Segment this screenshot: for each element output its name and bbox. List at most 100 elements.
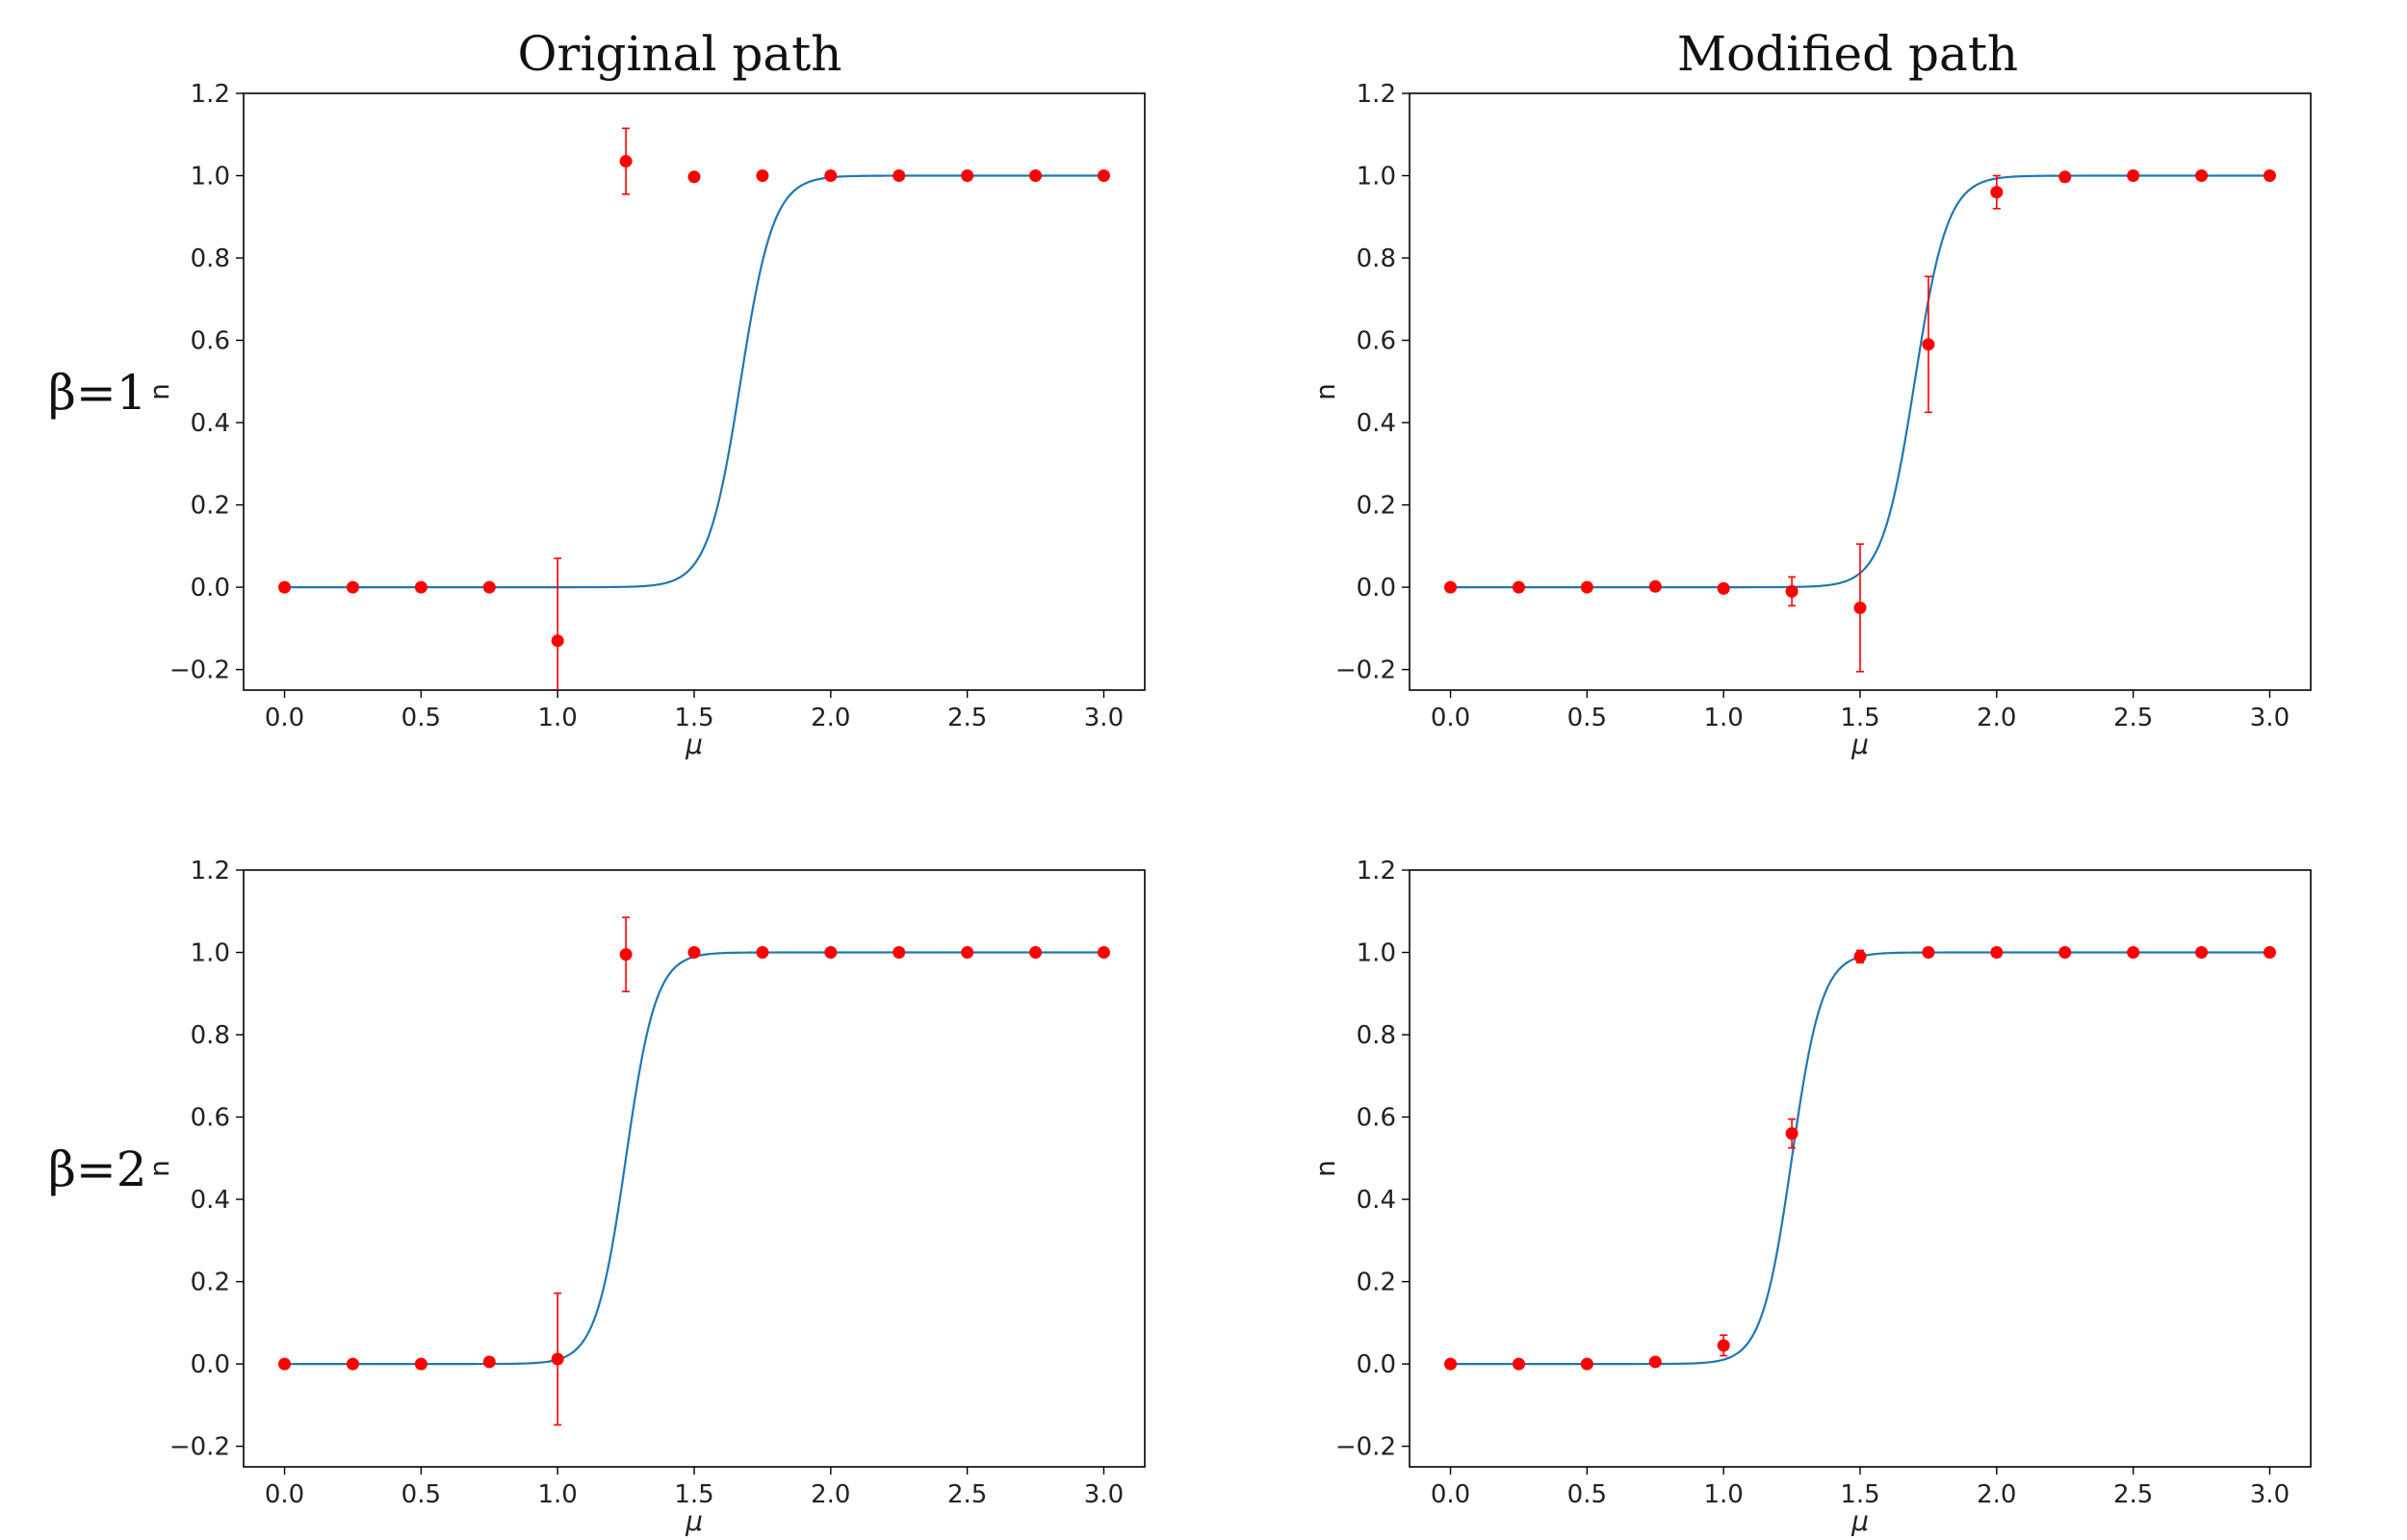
x-tick-label: 2.0 bbox=[811, 704, 850, 732]
data-point bbox=[346, 580, 359, 594]
data-point bbox=[2058, 170, 2072, 184]
data-point bbox=[893, 946, 906, 960]
panel-top-left: 0.0 0.5 1.0 1.5 2.0 2.5 3.0 −0.2 0.0 0.2 0.4 0.6 0.8… bbox=[143, 80, 1146, 760]
panel-bottom-right: 0.0 0.5 1.0 1.5 2.0 2.5 3.0 −0.2 0.0 0.2 0.4 0.6 0.8… bbox=[1309, 857, 2312, 1537]
data-point bbox=[1648, 1355, 1662, 1369]
x-tick-label: 2.0 bbox=[1977, 1480, 2016, 1509]
data-point bbox=[756, 946, 769, 960]
x-tick-label: 1.0 bbox=[1704, 1480, 1744, 1509]
x-axis-label: μ bbox=[1851, 1505, 1869, 1537]
x-tick-label: 2.5 bbox=[2113, 704, 2153, 732]
x-tick-label: 1.0 bbox=[538, 704, 578, 732]
y-tick-label: 0.4 bbox=[191, 1186, 230, 1215]
y-axis-label: n bbox=[1309, 383, 1341, 400]
data-point bbox=[414, 580, 427, 594]
x-tick-label: 1.0 bbox=[538, 1480, 578, 1509]
x-tick-label: 0.0 bbox=[265, 704, 304, 732]
data-point bbox=[687, 170, 701, 184]
y-tick-label: 0.6 bbox=[191, 1104, 230, 1133]
x-tick-label: 2.0 bbox=[811, 1480, 850, 1509]
panel-top-right: 0.0 0.5 1.0 1.5 2.0 2.5 3.0 −0.2 0.0 0.2 0.4 0.6 0.8… bbox=[1309, 80, 2312, 760]
column-title-original: Original path bbox=[518, 26, 842, 82]
data-point bbox=[756, 169, 769, 183]
x-tick-label: 3.0 bbox=[1084, 704, 1124, 732]
y-tick-label: 0.2 bbox=[191, 1269, 230, 1297]
x-tick-label: 0.0 bbox=[1431, 1480, 1470, 1509]
data-point bbox=[1580, 580, 1593, 594]
y-tick-label: 0.0 bbox=[1357, 1350, 1396, 1379]
x-tick-label: 0.0 bbox=[1431, 704, 1470, 732]
x-tick-label: 1.5 bbox=[1840, 704, 1879, 732]
y-tick-label: −0.2 bbox=[1335, 656, 1396, 685]
data-point bbox=[1922, 338, 1935, 351]
y-tick-label: 0.2 bbox=[191, 492, 230, 521]
y-axis-label: n bbox=[1309, 1160, 1341, 1177]
data-point bbox=[2127, 169, 2140, 183]
x-tick-label: 0.5 bbox=[1567, 1480, 1607, 1509]
data-point bbox=[961, 946, 974, 960]
x-tick-label: 2.5 bbox=[947, 704, 987, 732]
data-point bbox=[1717, 581, 1730, 595]
data-point bbox=[482, 1355, 496, 1369]
y-tick-label: 1.2 bbox=[191, 857, 230, 886]
y-tick-label: 0.6 bbox=[1357, 327, 1396, 356]
data-point bbox=[1853, 950, 1867, 963]
data-point bbox=[414, 1357, 427, 1371]
y-tick-label: 0.0 bbox=[191, 574, 230, 603]
y-tick-label: 0.2 bbox=[1357, 1269, 1396, 1297]
x-tick-label: 2.5 bbox=[2113, 1480, 2153, 1509]
y-tick-label: 0.8 bbox=[1357, 1021, 1396, 1050]
data-point bbox=[1922, 946, 1935, 960]
x-tick-label: 0.5 bbox=[1567, 704, 1607, 732]
data-point bbox=[1512, 580, 1525, 594]
y-tick-label: 0.8 bbox=[191, 1021, 230, 1050]
y-tick-label: 1.2 bbox=[191, 80, 230, 109]
data-point bbox=[1990, 946, 2004, 960]
x-tick-label: 0.5 bbox=[401, 704, 441, 732]
y-axis-label: n bbox=[143, 1160, 175, 1177]
data-point bbox=[1648, 579, 1662, 593]
x-tick-label: 0.5 bbox=[401, 1480, 441, 1509]
data-point bbox=[1097, 169, 1110, 183]
y-tick-label: 0.2 bbox=[1357, 492, 1396, 521]
x-tick-label: 1.0 bbox=[1704, 704, 1744, 732]
x-axis-label: μ bbox=[685, 1505, 703, 1537]
data-point bbox=[824, 169, 838, 183]
data-point bbox=[1444, 1357, 1458, 1371]
y-axis-label: n bbox=[143, 383, 175, 400]
data-point bbox=[1853, 601, 1867, 614]
y-tick-label: 0.4 bbox=[191, 409, 230, 438]
column-title-modified: Modified path bbox=[1677, 26, 2018, 82]
x-axis-label: μ bbox=[1851, 729, 1869, 760]
data-point bbox=[1785, 584, 1799, 598]
y-tick-label: −0.2 bbox=[169, 656, 230, 685]
data-point bbox=[1990, 186, 2004, 199]
data-point bbox=[278, 580, 292, 594]
y-tick-label: 0.6 bbox=[191, 327, 230, 356]
x-tick-label: 1.5 bbox=[674, 704, 713, 732]
y-tick-label: 1.0 bbox=[1357, 939, 1396, 968]
y-tick-label: −0.2 bbox=[1335, 1433, 1396, 1462]
row-label-beta-2: β=2 bbox=[48, 1142, 147, 1197]
y-tick-label: 0.8 bbox=[1357, 244, 1396, 273]
y-tick-label: 1.0 bbox=[191, 163, 230, 192]
x-tick-label: 3.0 bbox=[2250, 1480, 2290, 1509]
y-tick-label: 1.0 bbox=[191, 939, 230, 968]
row-label-beta-1: β=1 bbox=[48, 365, 147, 421]
x-tick-label: 0.0 bbox=[265, 1480, 304, 1509]
x-tick-label: 2.5 bbox=[947, 1480, 987, 1509]
y-tick-label: 1.0 bbox=[1357, 163, 1396, 192]
x-tick-label: 3.0 bbox=[1084, 1480, 1124, 1509]
data-point bbox=[824, 946, 838, 960]
data-point bbox=[1097, 946, 1110, 960]
x-axis-label: μ bbox=[685, 729, 703, 760]
y-tick-label: 0.4 bbox=[1357, 1186, 1396, 1215]
data-point bbox=[619, 948, 633, 962]
data-point bbox=[482, 580, 496, 594]
data-point bbox=[2127, 946, 2140, 960]
data-point bbox=[2058, 946, 2072, 960]
data-point bbox=[1512, 1357, 1525, 1371]
data-point bbox=[551, 1352, 564, 1366]
